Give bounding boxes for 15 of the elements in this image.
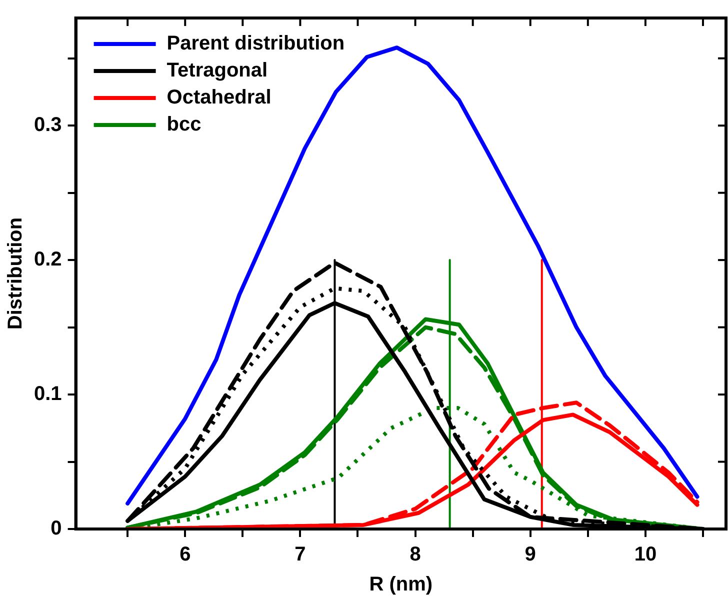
x-axis-title: R (nm)	[369, 574, 433, 596]
legend-label: Tetragonal	[166, 60, 268, 82]
x-tick-label: 9	[524, 544, 536, 566]
x-tick-label: 10	[634, 544, 657, 566]
legend-label: Octahedral	[166, 86, 272, 109]
y-tick-label: 0.1	[34, 383, 62, 406]
legend-label: Parent distribution	[166, 32, 345, 55]
y-tick-label: 0.3	[34, 114, 62, 136]
x-tick-label: 7	[294, 544, 306, 566]
y-tick-label: 0	[50, 518, 62, 540]
legend-label: bcc	[166, 114, 202, 136]
y-axis-title: Distribution	[4, 217, 27, 330]
x-tick-label: 8	[410, 544, 421, 566]
x-tick-label: 6	[180, 544, 191, 566]
y-tick-label: 0.2	[34, 248, 62, 271]
